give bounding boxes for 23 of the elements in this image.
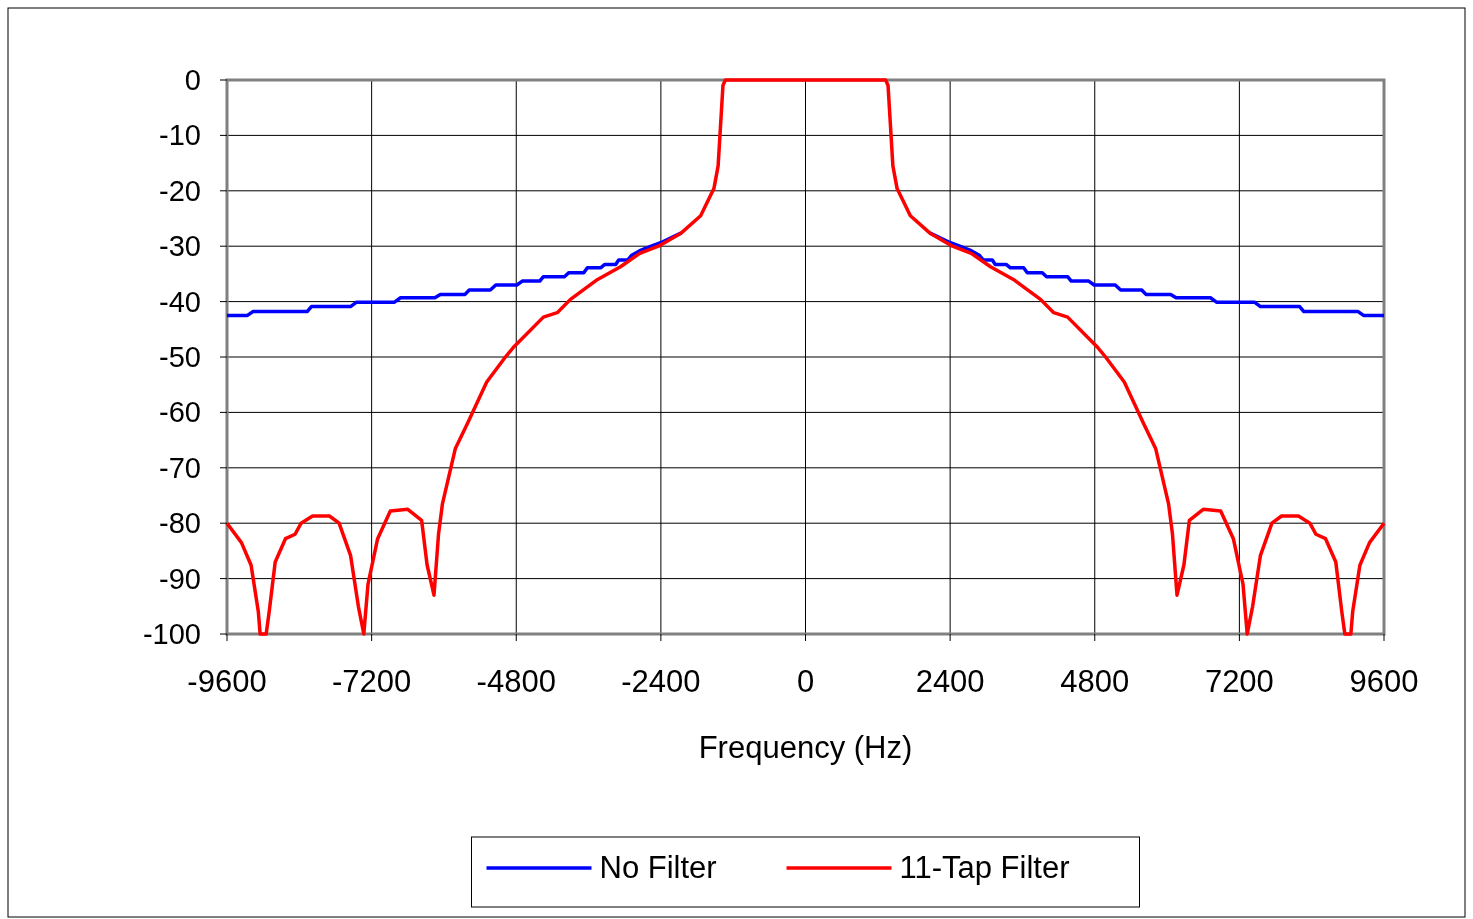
x-tick-label: 9600 [1349, 664, 1419, 699]
x-axis-title: Frequency (Hz) [698, 730, 913, 765]
y-tick-label: -90 [159, 562, 201, 595]
y-tick-label: -30 [159, 230, 201, 263]
legend-label: No Filter [599, 850, 717, 885]
y-tick-label: 0 [184, 64, 201, 96]
y-tick-label: -70 [159, 451, 201, 484]
x-tick-label: 4800 [1060, 664, 1130, 699]
x-tick-label: -7200 [331, 664, 412, 699]
x-tick-label: -4800 [476, 664, 556, 699]
y-tick-label: -50 [159, 341, 201, 373]
legend-label: 11-Tap Filter [899, 850, 1070, 885]
y-tick-label: -60 [159, 396, 201, 429]
x-tick-label: 7200 [1204, 664, 1274, 699]
x-tick-label: -2400 [621, 664, 701, 699]
y-tick-label: -100 [142, 618, 201, 650]
x-tick-label: 2400 [915, 664, 985, 699]
y-tick-label: -80 [159, 507, 201, 540]
x-tick-label: -9600 [187, 664, 267, 699]
y-tick-label: -40 [159, 285, 201, 318]
y-tick-label: -10 [159, 119, 201, 152]
x-tick-label: 0 [796, 664, 815, 699]
y-tick-label: -20 [159, 174, 201, 207]
